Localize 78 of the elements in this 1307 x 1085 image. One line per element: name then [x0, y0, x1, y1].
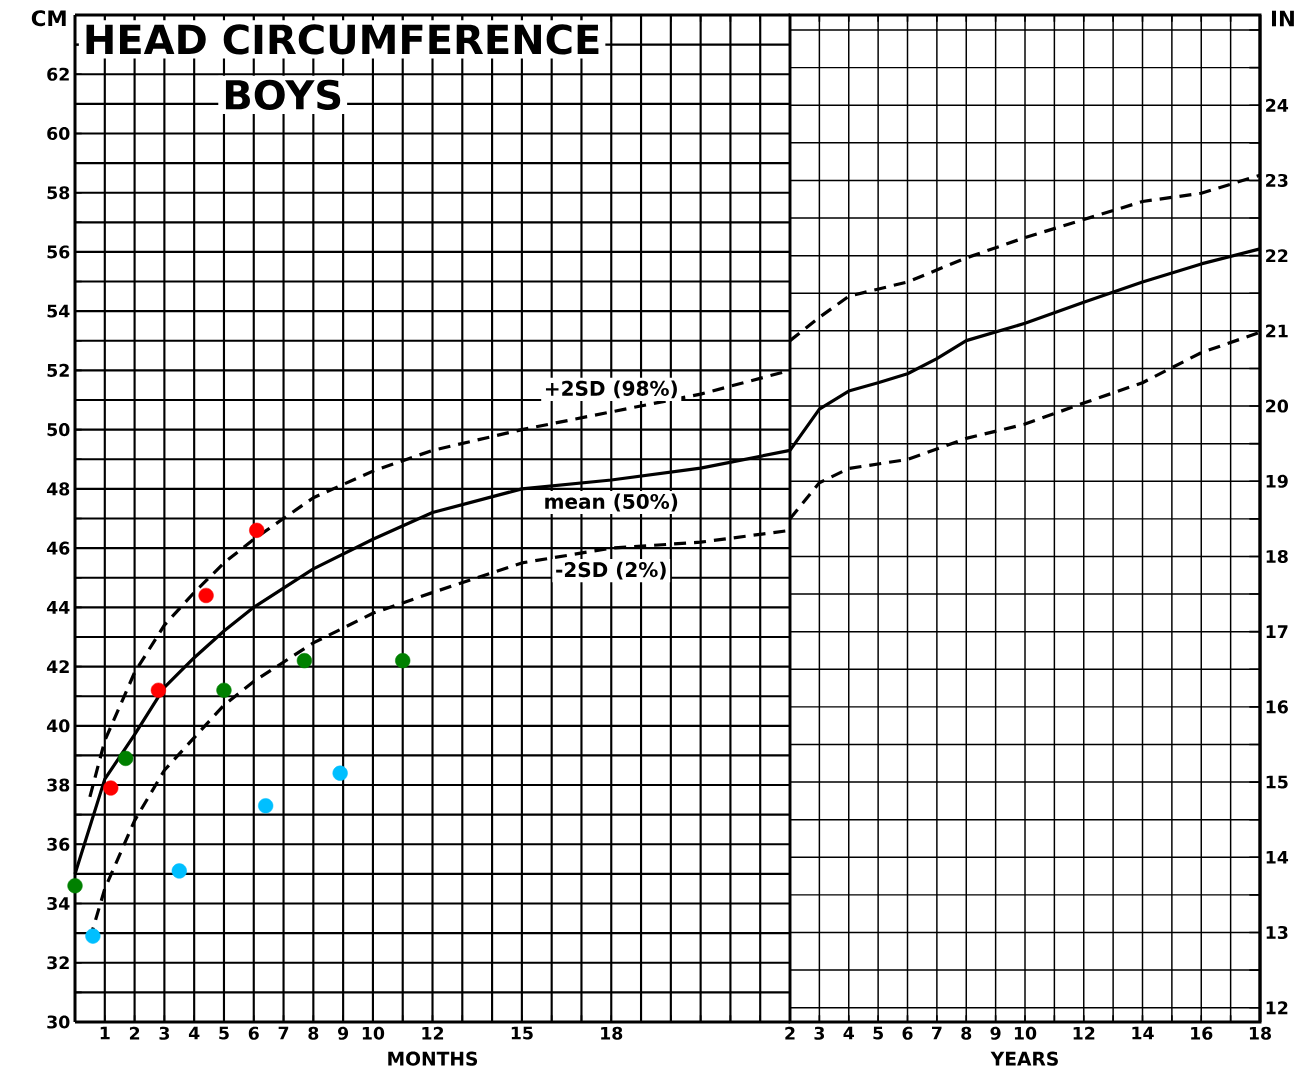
point [67, 878, 83, 894]
y2-axis-title: IN [1272, 10, 1294, 27]
point [296, 653, 313, 669]
y-tick-label: 58 [47, 186, 70, 200]
y-tick-label: 36 [47, 837, 70, 851]
y-tick-label: 46 [46, 541, 70, 555]
y-axis-title: CM [31, 10, 66, 27]
y-tick-label: 30 [47, 1015, 70, 1029]
y-tick-label: 44 [46, 601, 70, 614]
x-tick-label: 9 [338, 1026, 349, 1040]
y-tick-label: 34 [47, 896, 70, 911]
point [249, 522, 265, 538]
x-tick-label: 1 [100, 1026, 110, 1040]
point [171, 863, 187, 879]
x-tick-label: 10 [1014, 1026, 1037, 1040]
y2-tick-label: 18 [1266, 549, 1288, 564]
x-tick-label: 18 [1249, 1026, 1271, 1040]
y2-tick-label: 20 [1266, 399, 1289, 413]
y-tick-label: 50 [47, 423, 70, 437]
y-tick-label: 56 [47, 245, 70, 259]
y2-tick-label: 22 [1266, 249, 1288, 263]
y-tick-label: 32 [47, 956, 69, 970]
point [216, 682, 232, 698]
x-tick-label: 6 [248, 1026, 259, 1040]
x-tick-label: 5 [219, 1026, 229, 1040]
y2-tick-label: 13 [1266, 925, 1288, 940]
x-tick-label: 10 [362, 1026, 385, 1040]
x-tick-label: 15 [511, 1026, 533, 1040]
x-tick-label: 8 [308, 1026, 319, 1040]
text: BOYS [225, 79, 341, 110]
series-label: +2SD (98%) [545, 380, 677, 399]
point [258, 798, 274, 814]
y2-tick-label: 12 [1266, 1001, 1288, 1015]
x-tick-label: 4 [843, 1026, 854, 1040]
y2-tick-label: 21 [1266, 324, 1288, 338]
x-tick-label: 12 [1073, 1026, 1095, 1040]
y-tick-label: 48 [46, 482, 70, 496]
x-tick-label: 12 [422, 1026, 444, 1040]
point [85, 928, 101, 944]
y-tick-label: 42 [46, 660, 69, 674]
y-tick-label: 60 [47, 126, 70, 141]
x-tick-label: 3 [814, 1026, 825, 1040]
y2-tick-label: 15 [1266, 775, 1288, 789]
x-tick-label: 14 [1132, 1026, 1154, 1040]
x-tick-label: 9 [990, 1026, 1001, 1040]
y2-tick-label: 16 [1266, 700, 1288, 714]
point [332, 765, 348, 781]
x-tick-label: 7 [932, 1026, 942, 1040]
x-tick-label: 5 [873, 1026, 883, 1040]
point [103, 780, 119, 796]
x-tick-label: 7 [278, 1026, 289, 1040]
y-tick-label: 62 [47, 67, 69, 81]
x-tick-label: 8 [961, 1026, 972, 1040]
y2-tick-label: 17 [1266, 625, 1288, 638]
x-tick-label: 18 [601, 1026, 623, 1040]
series-label: mean (50%) [545, 493, 678, 512]
point [198, 587, 214, 604]
y-tick-label: 40 [46, 719, 70, 733]
chart-title: HEAD CIRCUMFERENCE [86, 24, 599, 55]
y2-tick-label: 23 [1266, 173, 1288, 187]
x-tick-label: 4 [188, 1026, 200, 1040]
x-tick-label: 2 [785, 1026, 795, 1040]
y2-tick-label: 24 [1266, 98, 1289, 112]
point [118, 750, 134, 766]
x-tick-label: 3 [159, 1026, 170, 1040]
y-tick-label: 52 [47, 363, 69, 377]
y-tick-label: 54 [47, 304, 70, 318]
point [395, 653, 411, 669]
point [150, 682, 167, 698]
x-axis-title: MONTHS [388, 1051, 478, 1066]
y2-tick-label: 14 [1266, 850, 1289, 864]
x-tick-label: 6 [902, 1026, 913, 1040]
y-tick-label: 38 [47, 778, 70, 792]
x-tick-label: 16 [1191, 1026, 1213, 1040]
x-tick-label: 2 [129, 1026, 140, 1040]
x-axis-title: YEARS [990, 1051, 1058, 1066]
series-label: -2SD (2%) [556, 561, 666, 580]
y2-tick-label: 19 [1266, 474, 1288, 488]
